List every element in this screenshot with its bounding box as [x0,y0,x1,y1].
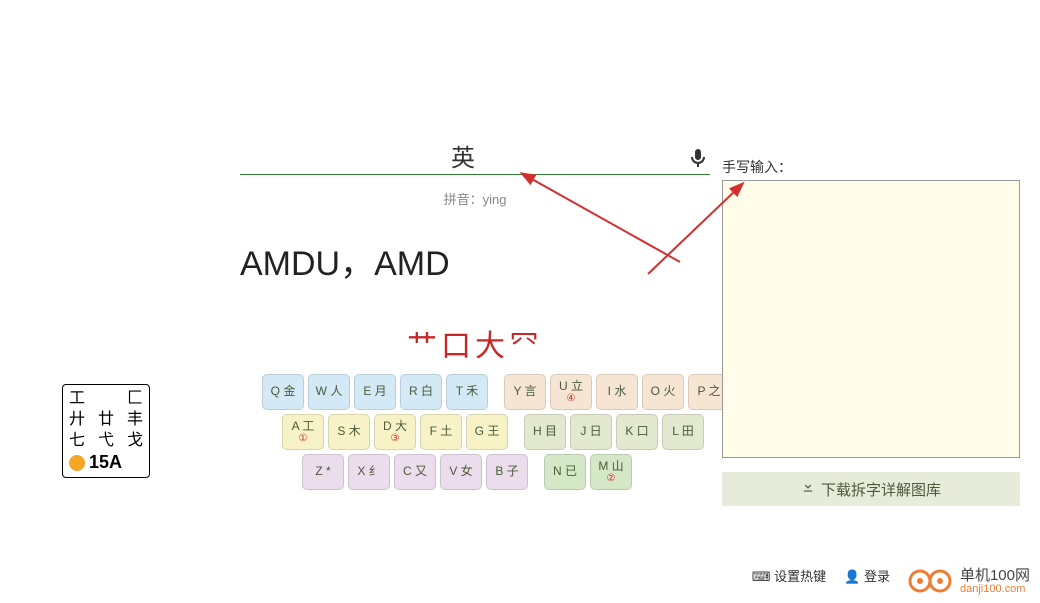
download-button[interactable]: 下载拆字详解图库 [722,472,1020,506]
orange-dot-icon [69,455,85,471]
key-help-code: 15A [89,451,122,474]
key-q[interactable]: Q 金 [262,374,304,410]
key-i[interactable]: I 水 [596,374,638,410]
key-v[interactable]: V 女 [440,454,482,490]
key-x[interactable]: X 纟 [348,454,390,490]
key-s[interactable]: S 木 [328,414,370,450]
key-y[interactable]: Y 言 [504,374,546,410]
key-b[interactable]: B 子 [486,454,528,490]
download-icon [801,480,815,498]
login-link[interactable]: 👤 登录 [844,566,890,585]
pinyin-label: 拼音： [444,192,483,207]
handwrite-canvas[interactable] [722,180,1020,458]
hotkey-link[interactable]: ⌨ 设置热键 [752,566,826,585]
mic-icon[interactable] [686,146,710,170]
logo-domain: danji100.com [960,583,1030,595]
logo-rings-icon [908,567,954,595]
key-d[interactable]: D 大③ [374,414,416,450]
bottom-links: ⌨ 设置热键 👤 登录 [752,566,890,585]
key-g[interactable]: G 王 [466,414,508,450]
key-w[interactable]: W 人 [308,374,350,410]
key-z[interactable]: Z * [302,454,344,490]
logo-name: 单机100网 [960,568,1030,583]
key-n[interactable]: N 已 [544,454,586,490]
key-t[interactable]: T 禾 [446,374,488,410]
key-c[interactable]: C 又 [394,454,436,490]
key-help-card: 工匚廾廿丰七弋戈 15A [62,384,150,478]
key-r[interactable]: R 白 [400,374,442,410]
key-j[interactable]: J 日 [570,414,612,450]
key-u[interactable]: U 立④ [550,374,592,410]
key-k[interactable]: K 口 [616,414,658,450]
key-e[interactable]: E 月 [354,374,396,410]
key-a[interactable]: A 工① [282,414,324,450]
search-input[interactable] [240,140,686,170]
site-logo: 单机100网 danji100.com [908,567,1030,595]
key-l[interactable]: L 田 [662,414,704,450]
main-column: 拼音：ying AMDU，AMD 艹口大⺳ [240,140,710,365]
pinyin-value: ying [483,192,507,207]
key-f[interactable]: F 土 [420,414,462,450]
radicals: 艹口大⺳ [240,321,710,365]
wubi-code: AMDU，AMD [240,236,710,285]
key-o[interactable]: O 火 [642,374,684,410]
search-row [240,140,710,175]
handwrite-label: 手写输入： [722,157,792,177]
key-m[interactable]: M 山② [590,454,632,490]
pinyin-line: 拼音：ying [240,189,710,208]
wubi-keyboard: Q 金W 人E 月R 白T 禾Y 言U 立④I 水O 火P 之A 工①S 木D … [262,374,730,494]
download-label: 下载拆字详解图库 [821,479,941,500]
key-h[interactable]: H 目 [524,414,566,450]
